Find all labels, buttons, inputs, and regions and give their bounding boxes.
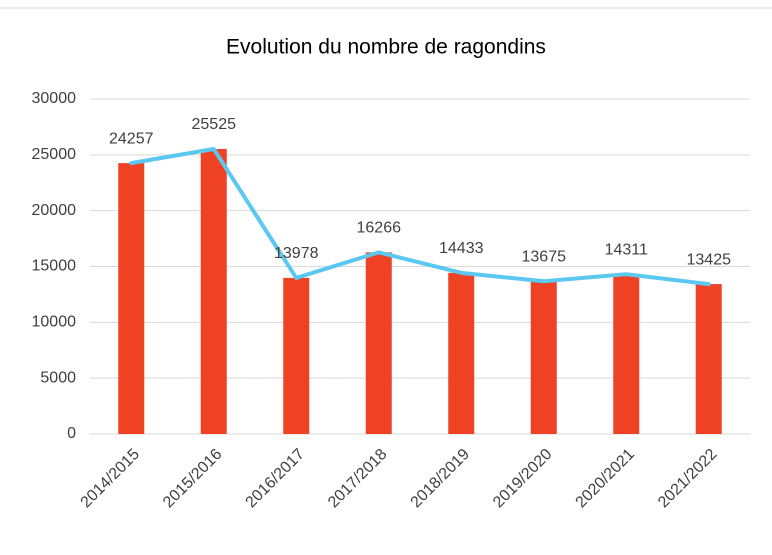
data-label: 13675 [522, 249, 567, 266]
data-label: 16266 [357, 220, 402, 237]
x-tick-label: 2017/2018 [325, 446, 391, 512]
x-tick-label: 2018/2019 [408, 446, 474, 512]
bar [118, 163, 145, 434]
bar [365, 252, 392, 434]
y-tick-label: 30000 [32, 90, 77, 107]
data-label: 25525 [192, 116, 237, 133]
data-label: 24257 [109, 130, 154, 147]
x-tick-label: 2021/2022 [655, 446, 721, 512]
x-tick-label: 2014/2015 [78, 446, 144, 512]
x-tick-label: 2020/2021 [573, 446, 639, 512]
y-tick-label: 0 [67, 425, 76, 442]
data-label: 14433 [439, 240, 484, 257]
x-tick-label: 2016/2017 [243, 446, 309, 512]
bar [283, 277, 310, 434]
x-tick-label: 2019/2020 [490, 446, 556, 512]
bar [200, 148, 227, 435]
data-label: 13978 [274, 245, 319, 262]
bar [695, 284, 722, 434]
y-tick-label: 20000 [32, 202, 77, 219]
chart-title: Evolution du nombre de ragondins [226, 36, 546, 59]
y-tick-label: 5000 [40, 369, 76, 386]
y-tick-label: 25000 [32, 146, 77, 163]
y-tick-label: 15000 [32, 258, 77, 275]
data-label: 14311 [605, 241, 648, 258]
bar [530, 281, 557, 434]
data-label: 13425 [687, 251, 732, 268]
bar [448, 272, 475, 434]
x-tick-label: 2015/2016 [160, 446, 226, 512]
line [129, 146, 711, 287]
y-tick-label: 10000 [32, 314, 77, 331]
bar [613, 274, 640, 434]
